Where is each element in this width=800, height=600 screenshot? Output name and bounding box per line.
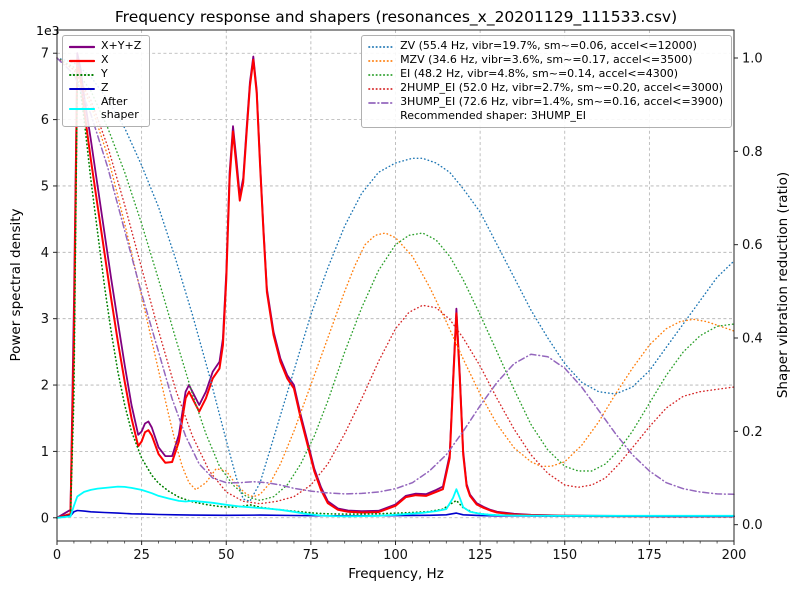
legend-line-sample-x xyxy=(69,59,95,62)
legend-item-xyz: X+Y+Z xyxy=(69,39,142,53)
legend-item-mzv: MZV (34.6 Hz, vibr=3.6%, sm~=0.17, accel… xyxy=(368,53,723,67)
legend-label-zv: ZV (55.4 Hz, vibr=19.7%, sm~=0.06, accel… xyxy=(400,39,697,53)
y-axis-right-label: Shaper vibration reduction (ratio) xyxy=(775,171,791,399)
series-mzv xyxy=(56,57,735,498)
legend-item-z: Z xyxy=(69,81,141,95)
legend-item-zv: ZV (55.4 Hz, vibr=19.7%, sm~=0.06, accel… xyxy=(368,39,723,53)
legend-label-xyz: X+Y+Z xyxy=(101,39,142,53)
y-left-tick-label: 3 xyxy=(41,312,49,327)
x-tick-label: 200 xyxy=(722,548,747,563)
legend-item-y: Y xyxy=(69,67,141,81)
legend-line-sample-xyz xyxy=(69,45,95,48)
legend-line-sample-2hump-ei xyxy=(368,87,394,90)
y-right-tick-label: 0.4 xyxy=(742,332,763,347)
x-tick-label: 150 xyxy=(552,548,577,563)
y-left-tick-label: 5 xyxy=(41,179,49,194)
legend-item-3hump-ei: 3HUMP_EI (72.6 Hz, vibr=1.4%, sm~=0.16, … xyxy=(368,95,723,109)
legend-line-sample-z xyxy=(69,87,95,90)
y-right-tick-label: 1.0 xyxy=(742,52,763,67)
y-left-tick-label: 7 xyxy=(41,47,49,62)
series-2hump-ei xyxy=(56,57,735,505)
x-tick-label: 100 xyxy=(383,548,408,563)
series-ei xyxy=(56,57,735,502)
legend-note: Recommended shaper: 3HUMP_EI xyxy=(368,109,723,123)
series-3hump-ei xyxy=(56,57,735,496)
y-right-tick-label: 0.8 xyxy=(742,145,763,160)
x-tick-label: 175 xyxy=(637,548,662,563)
legend-line-sample-after-shaper xyxy=(69,107,95,111)
series-y xyxy=(56,79,735,519)
legend-label-x: X xyxy=(101,53,109,67)
legend-label-2hump-ei: 2HUMP_EI (52.0 Hz, vibr=2.7%, sm~=0.20, … xyxy=(400,81,723,95)
legend-label-ei: EI (48.2 Hz, vibr=4.8%, sm~=0.14, accel<… xyxy=(400,67,679,81)
legend-label-3hump-ei: 3HUMP_EI (72.6 Hz, vibr=1.4%, sm~=0.16, … xyxy=(400,95,723,109)
series-zv xyxy=(56,57,735,502)
legend-note-label: Recommended shaper: 3HUMP_EI xyxy=(400,109,587,123)
legend-label-mzv: MZV (34.6 Hz, vibr=3.6%, sm~=0.17, accel… xyxy=(400,53,693,67)
series-x xyxy=(56,58,735,519)
y-left-tick-label: 4 xyxy=(41,246,49,261)
legend-item-x: X xyxy=(69,53,141,67)
y-axis-left-label: Power spectral density xyxy=(8,208,24,362)
series-after-shaper xyxy=(56,485,735,519)
legend-shapers: ZV (55.4 Hz, vibr=19.7%, sm~=0.06, accel… xyxy=(361,35,732,128)
y-left-tick-label: 1 xyxy=(41,445,49,460)
chart-title: Frequency response and shapers (resonanc… xyxy=(114,8,678,26)
y-left-tick-label: 6 xyxy=(41,113,49,128)
legend-line-sample-mzv xyxy=(368,59,394,62)
y-right-tick-label: 0.6 xyxy=(742,238,763,253)
legend-line-sample-y xyxy=(69,73,95,76)
legend-item-2hump-ei: 2HUMP_EI (52.0 Hz, vibr=2.7%, sm~=0.20, … xyxy=(368,81,723,95)
y-left-tick-label: 0 xyxy=(41,511,49,526)
y-axis-offset-text: 1e3 xyxy=(36,23,60,38)
x-axis-label: Frequency, Hz xyxy=(348,566,444,582)
y-right-tick-label: 0.0 xyxy=(742,518,763,533)
series-z xyxy=(56,509,735,519)
x-tick-label: 125 xyxy=(468,548,493,563)
legend-line-sample-zv xyxy=(368,45,394,48)
legend-label-y: Y xyxy=(101,67,108,81)
y-right-tick-label: 0.2 xyxy=(742,425,763,440)
legend-psd: X+Y+Z X Y Z After shaper xyxy=(62,35,151,127)
x-tick-label: 50 xyxy=(218,548,235,563)
legend-item-ei: EI (48.2 Hz, vibr=4.8%, sm~=0.14, accel<… xyxy=(368,67,723,81)
legend-item-after-shaper: After shaper xyxy=(69,95,141,122)
x-tick-label: 25 xyxy=(133,548,150,563)
legend-label-z: Z xyxy=(101,81,109,95)
x-tick-label: 75 xyxy=(303,548,320,563)
legend-line-sample-ei xyxy=(368,73,394,76)
y-left-tick-label: 2 xyxy=(41,379,49,394)
legend-label-after-shaper: After shaper xyxy=(101,95,139,121)
legend-line-sample-3hump-ei xyxy=(368,101,394,104)
x-tick-label: 0 xyxy=(53,548,61,563)
